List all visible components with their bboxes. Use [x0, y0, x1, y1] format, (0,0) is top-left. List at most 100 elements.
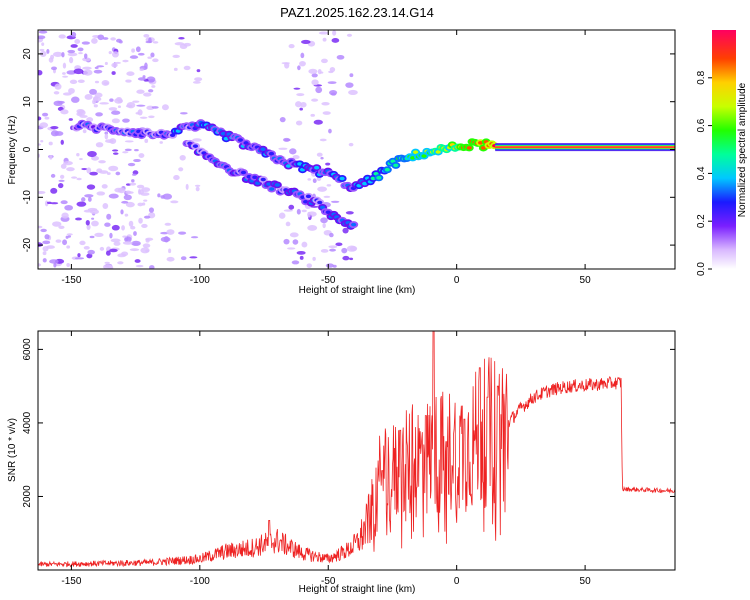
heatmap-noise-cell — [328, 245, 338, 249]
heatmap-noise-cell — [336, 54, 345, 60]
heatmap-noise-cell — [82, 66, 92, 70]
heatmap-noise-cell — [108, 51, 112, 55]
heatmap-noise-cell — [121, 251, 129, 257]
heatmap-noise-cell — [150, 52, 155, 58]
snr-x-tick-label: -150 — [61, 576, 81, 587]
heatmap-noise-cell — [84, 94, 93, 100]
snr-x-label: Height of straight line (km) — [299, 584, 416, 595]
snr-y-tick-label: 2000 — [22, 485, 33, 508]
heatmap-noise-cell — [95, 112, 103, 117]
heatmap-noise-cell — [139, 68, 144, 72]
heatmap-noise-cell — [109, 98, 114, 102]
heatmap-noise-cell — [81, 197, 86, 202]
heatmap-noise-cell — [131, 240, 141, 247]
heatmap-noise-cell — [79, 157, 83, 161]
heatmap-noise-cell — [130, 225, 136, 230]
heatmap-noise-cell — [300, 101, 307, 108]
heatmap-noise-cell — [44, 116, 50, 120]
heatmap-noise-cell — [329, 232, 334, 238]
heatmap-noise-cell — [143, 92, 152, 97]
heatmap-noise-cell — [348, 142, 354, 147]
heatmap-noise-cell — [178, 36, 185, 40]
heatmap-noise-cell — [50, 130, 59, 137]
heatmap-noise-cell — [346, 33, 353, 37]
heatmap-noise-cell — [135, 46, 141, 53]
heatmap-noise-cell — [173, 175, 180, 181]
heatmap-noise-cell — [84, 194, 94, 198]
heatmap-noise-cell — [332, 264, 337, 268]
heatmap-noise-cell — [38, 70, 43, 76]
heatmap-noise-cell — [76, 152, 80, 157]
heatmap-noise-cell — [349, 73, 354, 78]
heatmap-noise-cell — [93, 104, 98, 108]
heatmap-noise-cell — [307, 178, 312, 181]
heatmap-noise-cell — [178, 231, 187, 235]
heatmap-noise-cell — [145, 249, 150, 253]
heatmap-noise-cell — [113, 152, 119, 155]
heatmap-noise-cell — [296, 250, 306, 255]
heatmap-noise-cell — [148, 207, 155, 213]
heatmap-noise-cell — [75, 217, 82, 221]
heatmap-noise-cell — [58, 34, 66, 39]
heatmap-noise-cell — [59, 174, 65, 179]
heatmap-noise-cell — [322, 37, 327, 42]
snr-x-tick-label: -50 — [321, 576, 336, 587]
heatmap-noise-cell — [50, 187, 58, 194]
heatmap-noise-cell — [330, 200, 340, 203]
heatmap-noise-cell — [81, 41, 90, 45]
heatmap-noise-cell — [110, 37, 116, 41]
heatmap-noise-cell — [115, 171, 121, 176]
heatmap-noise-cell — [66, 263, 70, 267]
heatmap-noise-cell — [109, 248, 118, 253]
snr-y-tick-label: 6000 — [22, 338, 33, 361]
heatmap-noise-cell — [38, 116, 42, 121]
heatmap-noise-cell — [111, 62, 118, 68]
heatmap-noise-cell — [38, 263, 41, 267]
heatmap-noise-cell — [144, 62, 148, 69]
heatmap-noise-cell — [38, 242, 43, 247]
heatmap-noise-cell — [293, 87, 301, 90]
heatmap-noise-cell — [317, 186, 328, 192]
heatmap-noise-cell — [291, 260, 300, 265]
heatmap-noise-cell — [91, 220, 99, 227]
heatmap-noise-cell — [60, 163, 67, 169]
heatmap-noise-cell — [160, 195, 165, 199]
heatmap-noise-cell — [151, 106, 159, 109]
heatmap-noise-cell — [86, 167, 92, 174]
spectrogram-x-tick-label: -150 — [61, 275, 81, 286]
heatmap-noise-cell — [52, 221, 62, 227]
heatmap-noise-cell — [345, 211, 354, 215]
heatmap-noise-cell — [95, 142, 104, 148]
snr-x-tick-label: 50 — [580, 576, 592, 587]
heatmap-noise-cell — [124, 140, 134, 143]
heatmap-noise-cell — [144, 138, 149, 143]
heatmap-noise-cell — [346, 245, 357, 252]
heatmap-noise-cell — [151, 85, 156, 88]
heatmap-noise-cell — [105, 139, 114, 143]
heatmap-track-core — [421, 154, 427, 158]
heatmap-noise-cell — [67, 235, 72, 238]
heatmap-noise-cell — [70, 44, 78, 48]
heatmap-noise-cell — [124, 148, 132, 152]
heatmap-noise-cell — [311, 98, 319, 102]
heatmap-noise-cell — [145, 40, 153, 44]
heatmap-noise-cell — [118, 40, 123, 44]
heatmap-noise-cell — [77, 79, 85, 83]
heatmap-noise-cell — [285, 221, 291, 227]
heatmap-noise-cell — [143, 199, 148, 202]
heatmap-noise-cell — [101, 184, 108, 189]
heatmap-noise-cell — [320, 71, 324, 74]
heatmap-noise-cell — [296, 93, 305, 97]
heatmap-noise-cell — [46, 245, 55, 249]
heatmap-noise-cell — [104, 133, 109, 140]
heatmap-track-core — [339, 176, 345, 181]
heatmap-noise-cell — [121, 225, 125, 231]
heatmap-noise-cell — [98, 160, 106, 164]
heatmap-noise-cell — [122, 241, 133, 245]
heatmap-noise-cell — [60, 109, 69, 115]
heatmap-noise-cell — [122, 118, 130, 123]
heatmap-noise-cell — [94, 80, 100, 84]
heatmap-noise-cell — [148, 89, 154, 93]
heatmap-noise-cell — [106, 213, 112, 220]
spectrogram-x-ticks: -150 -100 -50 0 50 — [61, 30, 591, 286]
